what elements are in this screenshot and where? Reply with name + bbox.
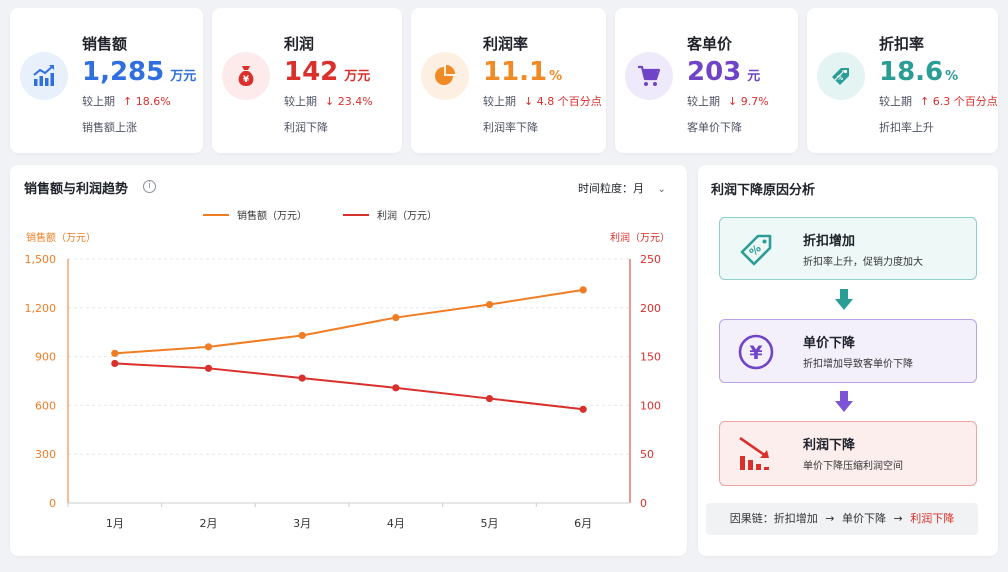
cause-step-profit: 利润下降 单价下降压缩利润空间 [719,421,977,486]
analysis-title: 利润下降原因分析 [711,183,816,198]
kpi-compare: 较上期 ↓ 4.8 个百分点 [483,95,602,108]
kpi-card-margin: 利润率 11.1% 较上期 ↓ 4.8 个百分点 利润率下降 [411,8,606,153]
y-tick-label-left: 1,200 [25,302,57,315]
bar-decline-icon [736,434,776,478]
chevron-down-icon: ⌄ [657,184,666,195]
causal-chain: 因果链：折扣增加 → 单价下降 → 利润下降 [706,503,978,535]
kpi-note: 折扣率上升 [879,121,934,134]
shopping-cart-icon [625,52,673,100]
svg-text:¥: ¥ [749,342,762,364]
kpi-note: 利润下降 [284,121,328,134]
arrow-down-icon: ↓ [325,95,335,108]
kpi-card-profit: ¥ 利润 142 万元 较上期 ↓ 23.4% 利润下降 [212,8,402,153]
sales-data-point [392,313,400,322]
kpi-note: 销售额上涨 [82,121,137,134]
y-tick-label-right: 50 [640,448,654,461]
granularity-select[interactable]: 时间粒度：月 ⌄ [578,182,666,195]
profit-data-point [204,364,213,372]
cause-step-title: 折扣增加 [803,234,856,249]
kpi-card-discount: % 折扣率 18.6% 较上期 ↑ 6.3 个百分点 折扣率上升 [807,8,998,153]
legend-profit[interactable]: 利润（万元） [343,207,437,222]
y-tick-label-right: 100 [640,399,661,412]
y-axis-left-title: 销售额（万元） [26,233,96,244]
arrow-up-icon: ↑ [123,95,133,108]
x-tick-label: 5月 [481,517,499,530]
x-tick-label: 4月 [387,517,405,530]
cause-analysis-panel: 利润下降原因分析 % 折扣增加 折扣率上升，促销力度加大 ¥ 单价下降 折扣增加… [698,165,998,556]
arrow-down-icon: ↓ [728,95,738,108]
kpi-card-unit-price: 客单价 203 元 较上期 ↓ 9.7% 客单价下降 [615,8,798,153]
profit-data-point [485,394,494,403]
kpi-title: 利润 [284,35,315,53]
arrow-down-icon: ↓ [524,95,534,108]
money-bag-icon: ¥ [222,52,270,100]
cause-step-discount: % 折扣增加 折扣率上升，促销力度加大 [719,217,977,280]
kpi-value: 203 元 [687,57,761,87]
y-axis-right-title: 利润（万元） [610,233,670,244]
pie-chart-icon [421,52,469,100]
kpi-value: 18.6% [879,57,959,87]
chart-title: 销售额与利润趋势 [24,182,129,197]
y-tick-label-right: 250 [640,253,661,266]
trend-up-chart-icon [20,52,68,100]
kpi-title: 销售额 [82,35,128,53]
arrow-down-icon [835,289,853,315]
x-tick-label: 3月 [293,517,311,530]
sales-data-point [485,300,494,309]
y-tick-label-left: 1,500 [25,253,57,266]
sales-data-point [579,286,587,294]
y-tick-label-left: 300 [35,448,56,461]
cause-step-desc: 折扣率上升，促销力度加大 [803,257,923,268]
kpi-compare: 较上期 ↑ 18.6% [82,95,171,108]
x-tick-label: 1月 [106,517,124,530]
y-tick-label-left: 600 [35,399,56,412]
profit-data-point [579,405,587,413]
profit-data-point [111,359,119,368]
kpi-note: 客单价下降 [687,121,742,134]
arrow-up-icon: ↑ [920,95,930,108]
info-icon[interactable]: i [143,180,156,193]
trend-chart-panel: 销售额与利润趋势 i 时间粒度：月 ⌄ 销售额（万元） 利润（万元） 销售额（万… [10,165,687,556]
kpi-title: 折扣率 [879,35,925,53]
svg-text:¥: ¥ [243,75,250,85]
svg-text:%: % [837,75,843,82]
cause-step-desc: 折扣增加导致客单价下降 [803,359,913,370]
kpi-value: 1,285 万元 [82,57,197,87]
trend-chart: 1,500 1,200 900 600 300 0 250 200 150 100 50 0 1月 2月 3… [25,253,662,530]
sales-data-point [298,331,306,340]
kpi-card-sales: 销售额 1,285 万元 较上期 ↑ 18.6% 销售额上涨 [10,8,203,153]
kpi-compare: 较上期 ↓ 23.4% [284,95,373,108]
kpi-compare: 较上期 ↓ 9.7% [687,95,769,108]
kpi-value: 11.1% [483,57,563,87]
price-tags-icon: % [817,52,865,100]
sales-data-point [111,349,119,357]
y-tick-label-right: 150 [640,351,661,364]
y-tick-label-right: 200 [640,302,661,315]
legend-sales[interactable]: 销售额（万元） [203,207,307,222]
cause-step-unit-price: ¥ 单价下降 折扣增加导致客单价下降 [719,319,977,383]
kpi-title: 利润率 [483,35,529,53]
profit-series-line [114,362,584,411]
x-tick-label: 2月 [200,517,218,530]
discount-tag-icon: % [736,230,776,274]
granularity-value: 月 [633,182,644,195]
kpi-title: 客单价 [687,35,733,53]
sales-data-point [204,343,213,351]
arrow-down-icon [835,391,853,417]
cause-step-desc: 单价下降压缩利润空间 [803,461,903,472]
yen-circle-icon: ¥ [736,332,776,376]
y-tick-label-right: 0 [640,497,647,510]
cause-step-title: 利润下降 [803,438,856,453]
profit-data-point [298,374,306,382]
kpi-compare: 较上期 ↑ 6.3 个百分点 [879,95,998,108]
kpi-note: 利润率下降 [483,121,538,134]
profit-data-point [392,384,400,392]
y-tick-label-left: 900 [35,351,56,364]
cause-step-title: 单价下降 [803,336,856,351]
sales-series-line [114,288,584,355]
y-tick-label-left: 0 [49,497,56,510]
kpi-value: 142 万元 [284,57,371,87]
x-tick-label: 6月 [574,517,592,530]
